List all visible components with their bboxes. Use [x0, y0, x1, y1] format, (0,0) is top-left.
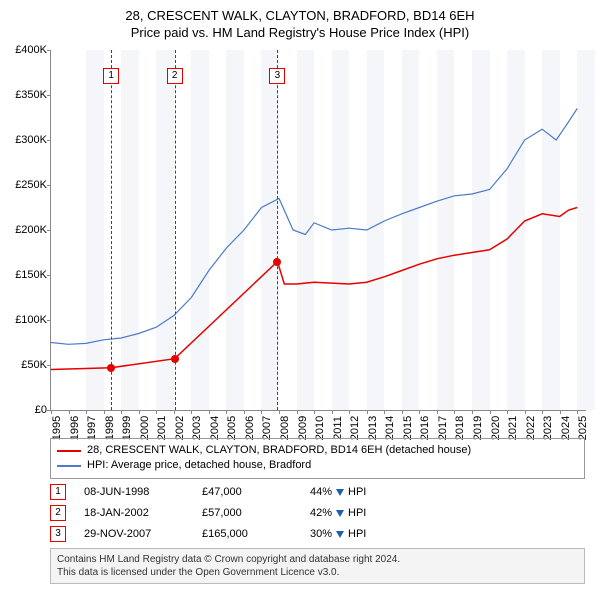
x-axis-label: 2005	[226, 416, 238, 440]
legend-swatch	[57, 465, 81, 467]
marker-dot	[273, 258, 281, 266]
x-axis-label: 2003	[191, 416, 203, 440]
legend-label: 28, CRESCENT WALK, CLAYTON, BRADFORD, BD…	[87, 443, 471, 458]
transaction-pct: 42% HPI	[310, 503, 366, 524]
transaction-price: £165,000	[202, 524, 292, 545]
arrow-down-icon	[336, 531, 344, 538]
y-axis-label: £350K	[15, 89, 47, 101]
x-axis-label: 2023	[542, 416, 554, 440]
marker-label: 2	[167, 68, 183, 84]
x-axis-label: 1995	[51, 416, 63, 440]
marker-label: 1	[103, 68, 119, 84]
transaction-pct: 44% HPI	[310, 482, 366, 503]
x-axis-label: 2015	[402, 416, 414, 440]
footer-line-2: This data is licensed under the Open Gov…	[57, 566, 578, 579]
transaction-row: 2 18-JAN-2002 £57,000 42% HPI	[50, 503, 585, 524]
transaction-list: 1 08-JUN-1998 £47,000 44% HPI 2 18-JAN-2002 £5…	[50, 482, 585, 545]
x-axis-label: 1996	[69, 416, 81, 440]
x-axis-label: 2018	[454, 416, 466, 440]
chart-title: 28, CRESCENT WALK, CLAYTON, BRADFORD, BD…	[0, 0, 600, 42]
x-axis-label: 1997	[86, 416, 98, 440]
x-axis-label: 2009	[297, 416, 309, 440]
marker-dot	[171, 355, 179, 363]
transaction-marker: 3	[50, 526, 66, 542]
legend: 28, CRESCENT WALK, CLAYTON, BRADFORD, BD…	[50, 438, 585, 479]
transaction-price: £57,000	[202, 503, 292, 524]
x-axis-label: 1998	[104, 416, 116, 440]
transaction-date: 18-JAN-2002	[84, 503, 184, 524]
x-axis-label: 2010	[314, 416, 326, 440]
x-axis-label: 2019	[472, 416, 484, 440]
marker-label: 3	[269, 68, 285, 84]
transaction-pct: 30% HPI	[310, 524, 366, 545]
x-axis-label: 2016	[419, 416, 431, 440]
transaction-marker: 2	[50, 505, 66, 521]
arrow-down-icon	[336, 510, 344, 517]
x-axis-label: 2025	[577, 416, 589, 440]
transaction-row: 3 29-NOV-2007 £165,000 30% HPI	[50, 524, 585, 545]
x-axis-label: 2001	[156, 416, 168, 440]
y-axis-label: £400K	[15, 44, 47, 56]
y-axis-label: £250K	[15, 179, 47, 191]
x-axis-label: 2006	[244, 416, 256, 440]
x-axis-label: 2020	[490, 416, 502, 440]
x-axis-label: 2017	[437, 416, 449, 440]
plot-area: £0£50K£100K£150K£200K£250K£300K£350K£400…	[50, 50, 586, 411]
legend-swatch	[57, 450, 81, 452]
x-axis-label: 2013	[367, 416, 379, 440]
x-axis-label: 2012	[349, 416, 361, 440]
transaction-row: 1 08-JUN-1998 £47,000 44% HPI	[50, 482, 585, 503]
y-axis-label: £300K	[15, 134, 47, 146]
x-axis-label: 2011	[332, 416, 344, 440]
x-axis-label: 2002	[174, 416, 186, 440]
x-axis-label: 2024	[560, 416, 572, 440]
transaction-date: 29-NOV-2007	[84, 524, 184, 545]
x-axis-label: 2004	[209, 416, 221, 440]
legend-item: 28, CRESCENT WALK, CLAYTON, BRADFORD, BD…	[57, 443, 578, 458]
title-line-2: Price paid vs. HM Land Registry's House …	[0, 25, 600, 42]
x-axis-label: 2000	[139, 416, 151, 440]
footer-line-1: Contains HM Land Registry data © Crown c…	[57, 553, 578, 566]
x-axis-label: 2007	[261, 416, 273, 440]
title-line-1: 28, CRESCENT WALK, CLAYTON, BRADFORD, BD…	[0, 8, 600, 25]
transaction-marker: 1	[50, 484, 66, 500]
y-axis-label: £50K	[21, 359, 47, 371]
marker-dot	[107, 364, 115, 372]
x-axis-label: 2008	[279, 416, 291, 440]
y-axis-label: £200K	[15, 224, 47, 236]
x-axis-label: 2022	[525, 416, 537, 440]
y-axis-label: £150K	[15, 269, 47, 281]
x-axis-label: 1999	[121, 416, 133, 440]
chart-container: { "title_line1": "28, CRESCENT WALK, CLA…	[0, 0, 600, 590]
transaction-price: £47,000	[202, 482, 292, 503]
y-axis-label: £100K	[15, 314, 47, 326]
legend-label: HPI: Average price, detached house, Brad…	[87, 458, 311, 473]
attribution-footer: Contains HM Land Registry data © Crown c…	[50, 548, 585, 584]
chart-lines	[51, 50, 586, 410]
arrow-down-icon	[336, 489, 344, 496]
transaction-date: 08-JUN-1998	[84, 482, 184, 503]
x-axis-label: 2021	[507, 416, 519, 440]
x-axis-label: 2014	[384, 416, 396, 440]
legend-item: HPI: Average price, detached house, Brad…	[57, 458, 578, 473]
y-axis-label: £0	[35, 404, 47, 416]
